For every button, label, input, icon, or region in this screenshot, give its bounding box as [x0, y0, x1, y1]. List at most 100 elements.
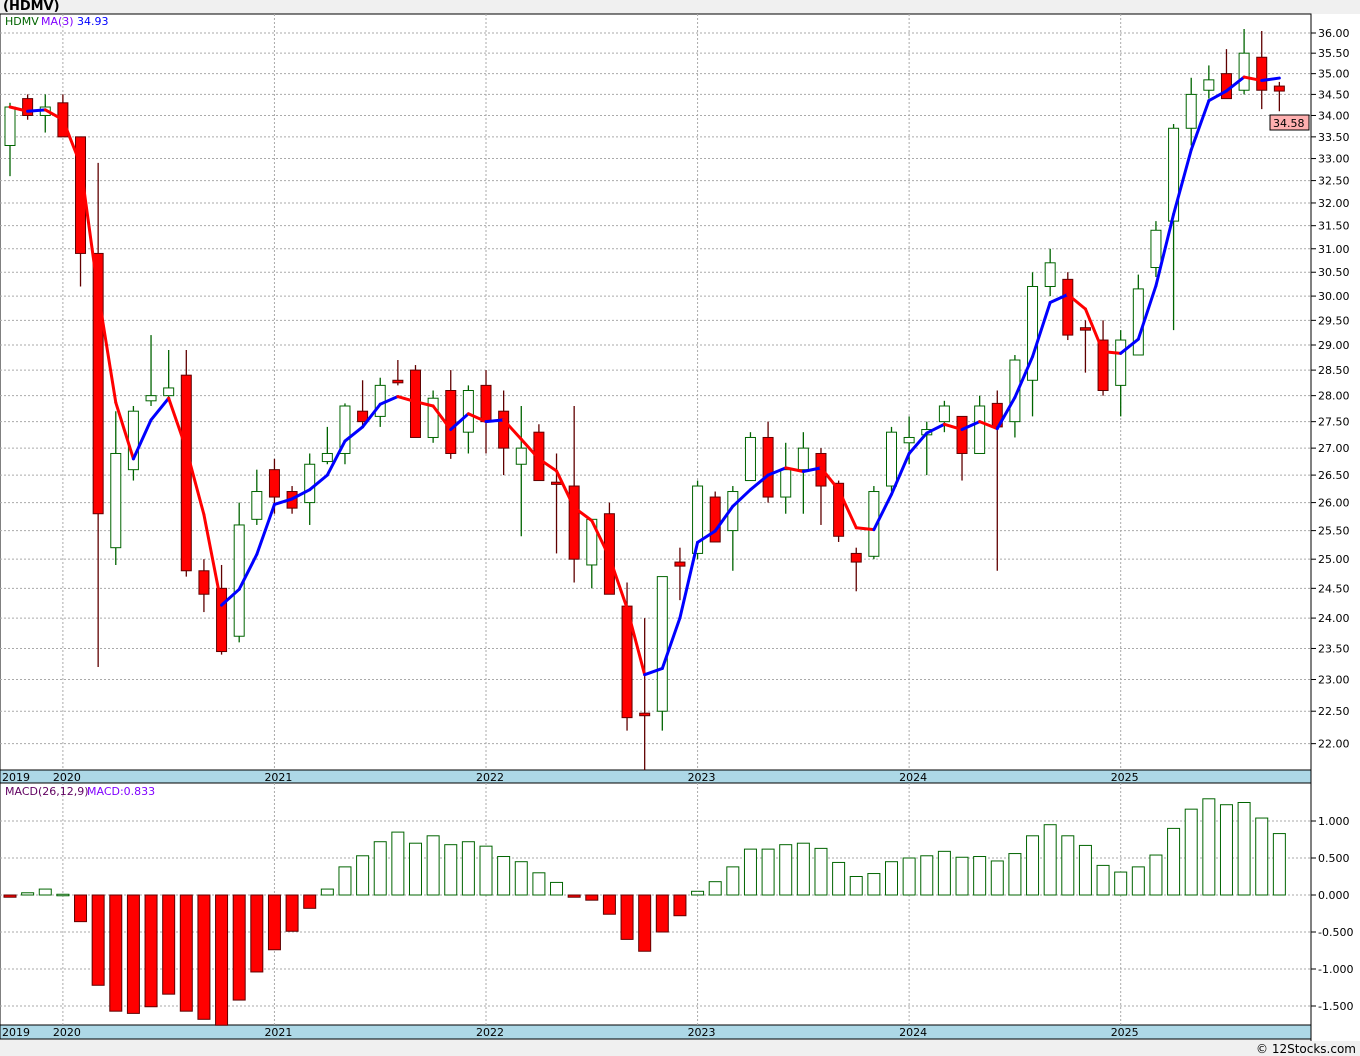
copyright: © 12Stocks.com: [1256, 1042, 1356, 1056]
ma-segment: [79, 162, 100, 295]
year-label: 2022: [476, 1026, 504, 1039]
candle-body: [198, 570, 210, 595]
price-tick-label: 27.50: [1318, 416, 1350, 429]
candle-body: [692, 485, 704, 554]
ma-segment: [61, 118, 83, 166]
macd-bar: [620, 894, 634, 940]
macd-tick-label: -1.000: [1318, 963, 1353, 976]
ma-segment: [960, 420, 982, 432]
price-tick-label: 30.00: [1318, 290, 1350, 303]
macd-bar: [550, 881, 564, 896]
macd-bar: [532, 872, 546, 896]
macd-bar: [1008, 853, 1022, 896]
macd-bar: [162, 894, 176, 995]
ma-segment: [396, 395, 417, 404]
candle-body: [4, 106, 16, 146]
macd-bar: [38, 888, 52, 896]
candle-body: [639, 712, 651, 717]
year-label: 2025: [1111, 1026, 1139, 1039]
candle-body: [868, 491, 880, 557]
candle-body: [180, 374, 192, 572]
ma-segment: [766, 466, 788, 477]
macd-bar: [673, 894, 687, 917]
ma-segment: [1048, 292, 1070, 305]
macd-bar: [708, 881, 722, 896]
price-tick-label: 34.50: [1318, 88, 1350, 101]
legend-ma-value: 34.93: [77, 15, 109, 28]
macd-tick-label: -0.500: [1318, 926, 1353, 939]
ma-segment: [660, 616, 682, 670]
macd-bar: [761, 848, 775, 896]
ma-segment: [978, 420, 999, 431]
ma-segment: [1189, 99, 1211, 152]
ma-segment: [819, 466, 841, 492]
candle-body: [268, 469, 280, 498]
macd-bar: [1184, 808, 1198, 896]
macd-bar: [303, 894, 317, 909]
ma-segment: [413, 400, 435, 408]
macd-bar: [973, 856, 987, 896]
candle-body: [850, 552, 862, 563]
candle-body: [568, 485, 580, 560]
price-tick-label: 30.50: [1318, 266, 1350, 279]
macd-bar: [444, 844, 458, 896]
macd-bar: [920, 855, 934, 896]
macd-bar: [514, 861, 528, 896]
ma-segment: [519, 437, 541, 461]
candle-body: [462, 390, 474, 433]
price-tick-label: 33.50: [1318, 131, 1350, 144]
macd-bar: [1114, 871, 1128, 896]
macd-bar: [320, 888, 334, 896]
ma-segment: [378, 395, 400, 406]
ma-segment: [1119, 337, 1140, 355]
year-label: 2021: [264, 771, 292, 784]
macd-bar: [1149, 854, 1163, 896]
price-tick-label: 31.00: [1318, 243, 1350, 256]
macd-bar: [373, 841, 387, 896]
macd-bar: [743, 848, 757, 896]
ma-segment: [1242, 75, 1264, 83]
candle-body: [903, 436, 915, 444]
macd-bar: [567, 894, 581, 898]
candle-body: [392, 379, 404, 384]
macd-bar: [867, 873, 881, 896]
ma-segment: [537, 457, 559, 473]
year-label: 2021: [264, 1026, 292, 1039]
macd-bar: [955, 856, 969, 896]
ma-segment: [607, 555, 629, 610]
candle-body: [551, 481, 563, 485]
year-label: 2019: [2, 1026, 30, 1039]
candle-body: [1062, 278, 1074, 336]
macd-bar: [479, 845, 493, 896]
price-tick-label: 23.50: [1318, 642, 1350, 655]
ma-segment: [625, 606, 647, 677]
macd-bar: [638, 894, 652, 952]
macd-bar: [849, 876, 863, 896]
macd-bar: [1237, 802, 1251, 896]
macd-bar: [585, 894, 599, 901]
ma-segment: [255, 502, 276, 556]
ma-segment: [43, 108, 65, 122]
ma-segment: [131, 418, 153, 461]
price-tick-label: 33.00: [1318, 153, 1350, 166]
macd-bar: [1061, 835, 1075, 896]
ma-segment: [696, 529, 717, 544]
candle-body: [445, 390, 457, 454]
ma-segment: [449, 412, 470, 432]
price-tick-label: 35.00: [1318, 68, 1350, 81]
macd-bar: [197, 894, 211, 1020]
candle-body: [427, 397, 439, 438]
candle-body: [674, 561, 686, 567]
ma-segment: [167, 396, 188, 451]
candle-body: [127, 410, 139, 471]
ma-segment: [96, 291, 118, 405]
macd-bar: [726, 866, 740, 896]
candle-body: [780, 469, 792, 498]
ma-segment: [1013, 355, 1035, 399]
macd-bar: [215, 894, 229, 1026]
macd-bar: [391, 831, 405, 896]
macd-bar: [1272, 833, 1286, 896]
macd-tick-label: 0.500: [1318, 852, 1350, 865]
ma-segment: [748, 473, 770, 492]
